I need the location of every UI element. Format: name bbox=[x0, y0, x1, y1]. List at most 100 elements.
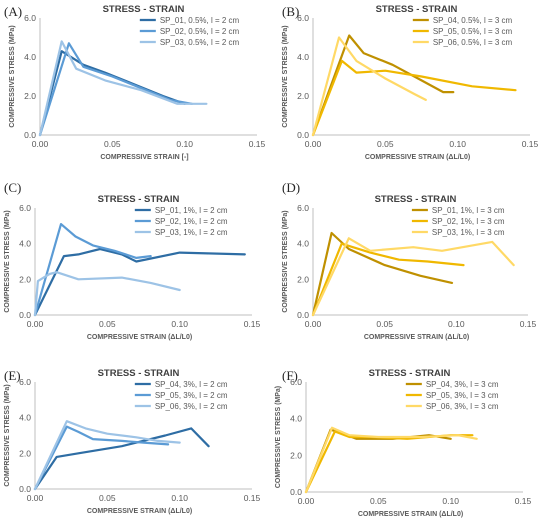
x-tick-label: 0.10 bbox=[442, 496, 459, 506]
series-line bbox=[311, 231, 454, 317]
series-line bbox=[304, 426, 478, 494]
legend-entry: SP_05, 3%, l = 2 cm bbox=[155, 391, 228, 400]
legend-entry: SP_04, 3%, l = 2 cm bbox=[155, 380, 228, 389]
chart-title: STRESS - STRAIN bbox=[98, 368, 180, 379]
y-tick-label: 6.0 bbox=[297, 203, 309, 213]
y-tick-label: 6.0 bbox=[24, 13, 36, 23]
series-line bbox=[311, 59, 517, 137]
x-tick-label: 0.15 bbox=[515, 496, 532, 506]
y-tick-label: 0.0 bbox=[290, 487, 302, 497]
chart-title: STRESS - STRAIN bbox=[98, 194, 180, 205]
x-tick-label: 0.05 bbox=[99, 493, 116, 503]
legend-entry: SP_06, 0.5%, l = 3 cm bbox=[433, 38, 513, 47]
y-tick-label: 4.0 bbox=[297, 239, 309, 249]
series-line bbox=[311, 237, 515, 317]
y-tick-label: 0.0 bbox=[24, 130, 36, 140]
y-tick-label: 4.0 bbox=[19, 239, 31, 249]
x-tick-label: 0.05 bbox=[370, 496, 387, 506]
y-tick-label: 4.0 bbox=[19, 413, 31, 423]
x-tick-label: 0.15 bbox=[520, 319, 537, 329]
y-axis-label: COMPRESSIVE STRESS (MPa) bbox=[282, 210, 289, 312]
chart-panel: (B) STRESS - STRAIN 0.0 2.0 4.0 6.0 0.00 0.05 0.… bbox=[282, 4, 539, 161]
chart-title: STRESS - STRAIN bbox=[369, 368, 451, 379]
chart-panel: (D) STRESS - STRAIN 0.0 2.0 4.0 6.0 0.00 0.05 0.… bbox=[282, 180, 537, 341]
x-axis-label: COMPRESSIVE STRAIN (ΔL/L0) bbox=[364, 334, 469, 341]
x-tick-label: 0.10 bbox=[171, 319, 188, 329]
panel-label: (D) bbox=[282, 180, 300, 195]
x-axis-label: COMPRESSIVE STRAIN (ΔL/L0) bbox=[87, 508, 192, 515]
y-tick-label: 2.0 bbox=[297, 91, 309, 101]
chart-title: STRESS - STRAIN bbox=[376, 4, 458, 15]
x-axis-label: COMPRESSIVE STRAIN (ΔL/L0) bbox=[358, 511, 463, 518]
y-tick-label: 4.0 bbox=[297, 52, 309, 62]
legend-entry: SP_04, 0.5%, l = 3 cm bbox=[433, 16, 513, 25]
chart-panel: (E) STRESS - STRAIN 0.0 2.0 4.0 6.0 0.00 0.05 0.… bbox=[4, 368, 261, 515]
panel-label: (F) bbox=[282, 368, 298, 383]
legend-entry: SP_03, 0.5%, l = 2 cm bbox=[160, 38, 240, 47]
y-axis-label: COMPRESSIVE STRESS (MPa) bbox=[282, 25, 289, 127]
series-line bbox=[311, 36, 427, 137]
y-tick-label: 4.0 bbox=[24, 52, 36, 62]
series-line bbox=[304, 430, 474, 494]
x-tick-label: 0.15 bbox=[244, 493, 261, 503]
legend-entry: SP_05, 3%, l = 3 cm bbox=[426, 391, 499, 400]
x-tick-label: 0.10 bbox=[448, 319, 465, 329]
series-line bbox=[311, 242, 465, 317]
y-tick-label: 0.0 bbox=[19, 310, 31, 320]
y-tick-label: 2.0 bbox=[297, 274, 309, 284]
legend-entry: SP_03, 1%, l = 2 cm bbox=[155, 228, 228, 237]
panel-label: (E) bbox=[4, 368, 21, 383]
panel-label: (C) bbox=[4, 180, 21, 195]
panel-label: (A) bbox=[4, 4, 22, 19]
x-tick-label: 0.10 bbox=[176, 139, 193, 149]
chart-title: STRESS - STRAIN bbox=[103, 4, 185, 15]
y-tick-label: 2.0 bbox=[19, 274, 31, 284]
x-tick-label: 0.00 bbox=[305, 319, 322, 329]
series-line bbox=[33, 223, 152, 317]
y-axis-label: COMPRESSIVE STRESS (MPa) bbox=[9, 25, 16, 127]
x-tick-label: 0.00 bbox=[27, 493, 44, 503]
x-axis-label: COMPRESSIVE STRAIN (ΔL/L0) bbox=[87, 334, 192, 341]
y-tick-label: 6.0 bbox=[297, 13, 309, 23]
series-line bbox=[33, 425, 170, 491]
y-tick-label: 2.0 bbox=[290, 450, 302, 460]
y-tick-label: 0.0 bbox=[19, 484, 31, 494]
series-line bbox=[33, 271, 181, 317]
legend-entry: SP_05, 0.5%, l = 3 cm bbox=[433, 27, 513, 36]
x-tick-label: 0.15 bbox=[522, 139, 539, 149]
series-line bbox=[33, 420, 181, 491]
x-tick-label: 0.00 bbox=[32, 139, 49, 149]
x-tick-label: 0.05 bbox=[377, 139, 394, 149]
x-tick-label: 0.10 bbox=[171, 493, 188, 503]
chart-panel: (A) STRESS - STRAIN 0.0 2.0 4.0 6.0 0.00 0.05 0.… bbox=[4, 4, 266, 161]
legend-entry: SP_02, 0.5%, l = 2 cm bbox=[160, 27, 240, 36]
y-axis-label: COMPRESSIVE STRESS (MPa) bbox=[275, 386, 282, 488]
series-line bbox=[38, 42, 193, 137]
y-axis-label: COMPRESSIVE STRESS (MPa) bbox=[4, 384, 11, 486]
y-tick-label: 2.0 bbox=[24, 91, 36, 101]
x-tick-label: 0.05 bbox=[104, 139, 121, 149]
x-axis-label: COMPRESSIVE STRAIN (ΔL/L0) bbox=[365, 154, 470, 161]
y-tick-label: 6.0 bbox=[290, 377, 302, 387]
y-tick-label: 6.0 bbox=[19, 203, 31, 213]
legend-entry: SP_01, 1%, l = 2 cm bbox=[155, 206, 228, 215]
y-tick-label: 0.0 bbox=[297, 130, 309, 140]
legend-entry: SP_02, 1%, l = 3 cm bbox=[432, 217, 505, 226]
series-line bbox=[33, 427, 210, 491]
chart-panel: (F) STRESS - STRAIN 0.0 2.0 4.0 6.0 0.00 0.05 0.… bbox=[275, 368, 532, 518]
legend-entry: SP_04, 3%, l = 3 cm bbox=[426, 380, 499, 389]
y-tick-label: 2.0 bbox=[19, 448, 31, 458]
panel-label: (B) bbox=[282, 4, 299, 19]
series-line bbox=[38, 40, 208, 137]
chart-panel: (C) STRESS - STRAIN 0.0 2.0 4.0 6.0 0.00 0.05 0.… bbox=[4, 180, 261, 341]
legend-entry: SP_02, 1%, l = 2 cm bbox=[155, 217, 228, 226]
legend-entry: SP_06, 3%, l = 3 cm bbox=[426, 402, 499, 411]
x-tick-label: 0.05 bbox=[376, 319, 393, 329]
x-tick-label: 0.00 bbox=[298, 496, 315, 506]
x-tick-label: 0.10 bbox=[449, 139, 466, 149]
x-tick-label: 0.15 bbox=[244, 319, 261, 329]
legend-entry: SP_03, 1%, l = 3 cm bbox=[432, 228, 505, 237]
y-tick-label: 6.0 bbox=[19, 377, 31, 387]
x-tick-label: 0.00 bbox=[27, 319, 44, 329]
